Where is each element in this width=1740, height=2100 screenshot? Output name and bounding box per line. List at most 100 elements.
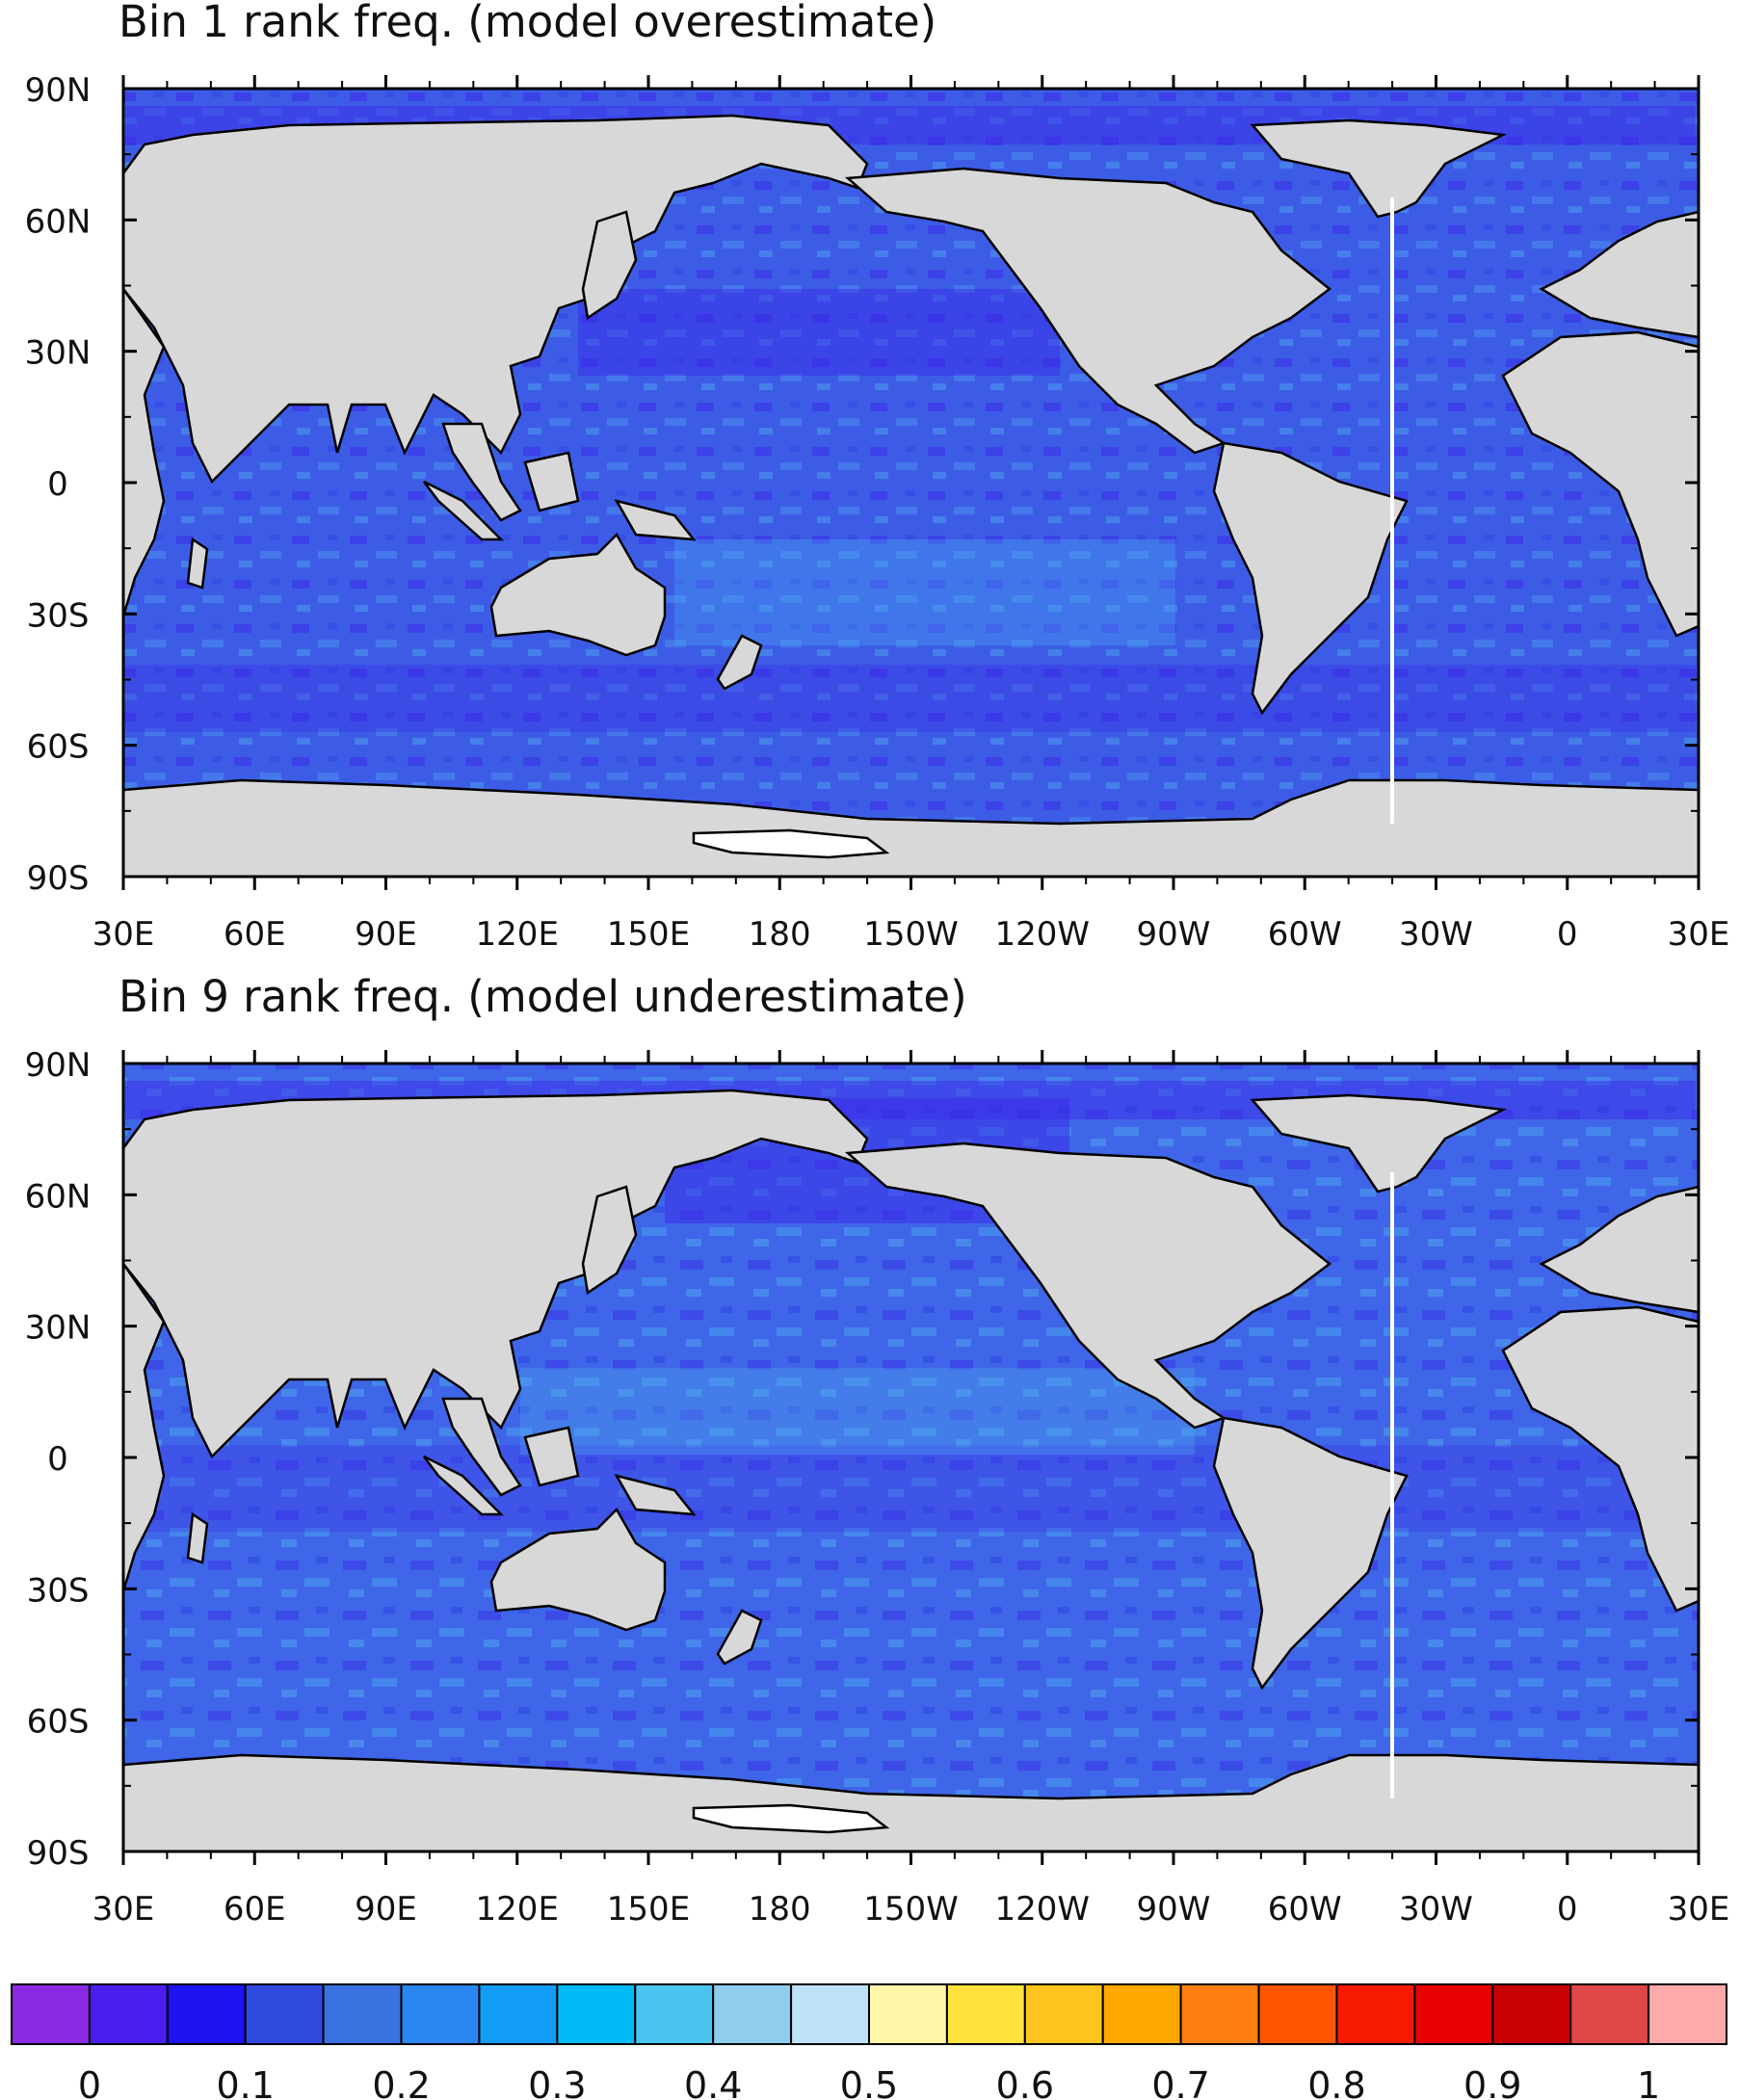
latitude-tick-label: 90S [27,859,90,898]
land-madagascar [186,1511,209,1564]
colorbar-swatch [1023,1983,1104,2045]
land-new-zealand [716,634,763,691]
ocean-band [125,1445,1696,1532]
colorbar-label: 1 [1637,2064,1660,2100]
colorbar-swatch [634,1983,715,2045]
land-indochina [441,422,522,522]
longitude-tick-label: 120E [476,915,559,954]
land-greenland [1250,118,1508,219]
latitude-tick-label: 90N [25,1046,92,1085]
colorbar-swatch [88,1983,169,2045]
ocean-band [520,1368,1195,1455]
longitude-tick-label: 30E [1668,915,1730,954]
longitude-tick-label: 30W [1399,1890,1473,1929]
colorbar-swatch [1335,1983,1416,2045]
longitude-tick-label: 120E [476,1890,559,1929]
land-masses [121,1089,1700,1853]
land-borneo [523,1426,580,1487]
latitude-tick-label: 30N [25,1309,92,1348]
longitude-tick-label: 60W [1268,915,1342,954]
land-south-america [1212,1416,1409,1691]
colorbar-swatch [1413,1983,1494,2045]
land-indochina [441,1397,522,1497]
longitude-tick-label: 0 [1557,915,1578,954]
colorbar-swatch [556,1983,637,2045]
land-new-guinea [614,1474,697,1516]
colorbar-swatch [478,1983,559,2045]
land-sumatra [423,480,505,541]
colorbar-label: 0.6 [996,2064,1054,2100]
longitude-tick-label: 180 [749,1890,811,1929]
colorbar-swatch [1257,1983,1338,2045]
colorbar-label: 0.4 [684,2064,742,2100]
colorbar-swatch [868,1983,948,2045]
land-japan [581,210,638,321]
longitude-tick-label: 60E [224,915,286,954]
longitude-tick-label: 150E [607,1890,690,1929]
longitude-tick-label: 90E [355,1890,417,1929]
latitude-tick-label: 60N [25,202,92,241]
longitude-tick-label: 90E [355,915,417,954]
colorbar-swatch [322,1983,403,2045]
land-north-america [844,1142,1332,1430]
land-south-america [1212,441,1409,716]
colorbar-swatch [1648,1983,1728,2045]
land-africa-west [1501,330,1700,638]
latitude-tick-label: 30S [27,1571,90,1610]
latitude-axis: 90N 60N 30N 0 30S 60S 90S [25,71,92,898]
axis-ticks [121,75,1700,890]
colorbar-label: 0.3 [528,2064,586,2100]
latitude-tick-label: 30N [25,334,92,373]
ocean-band [674,539,1175,645]
latitude-tick-label: 60S [27,1703,90,1742]
land-new-guinea [614,499,697,541]
axis-ticks [121,1050,1700,1865]
land-australia [489,1507,667,1632]
land-madagascar [186,537,209,590]
latitude-tick-label: 90S [27,1834,90,1873]
longitude-tick-label: 90W [1137,1890,1211,1929]
land-north-america [844,167,1332,455]
longitude-tick-label: 0 [1557,1890,1578,1929]
colorbar-swatch [712,1983,793,2045]
map-panel-bin1: Bin 1 rank freq. (model overestimate) [25,0,1730,954]
longitude-tick-label: 90W [1137,915,1211,954]
colorbar-swatch [244,1983,325,2045]
latitude-axis: 90N 60N 30N 0 30S 60S 90S [25,1046,92,1873]
panel-title: Bin 9 rank freq. (model underestimate) [119,971,967,1022]
colorbar-swatch [400,1983,481,2045]
land-africa-west [1501,1305,1700,1613]
land-greenland [1250,1093,1508,1194]
latitude-tick-label: 0 [47,1440,68,1479]
longitude-tick-label: 150E [607,915,690,954]
longitude-axis: 30E 60E 90E 120E 150E 180 150W 120W 90W 60W 30W 0 30… [92,1890,1730,1929]
colorbar: 0 0.1 0.2 0.3 0.4 0.5 0.6 0.7 0.8 0.9 1 [11,1983,1728,2100]
colorbar-label: 0.1 [217,2064,275,2100]
colorbar-swatch [1491,1983,1572,2045]
longitude-tick-label: 60W [1268,1890,1342,1929]
longitude-tick-label: 150W [863,1890,959,1929]
longitude-tick-label: 120W [994,915,1090,954]
land-japan [581,1185,638,1296]
colorbar-label: 0 [78,2064,101,2100]
longitude-tick-label: 60E [224,1890,286,1929]
longitude-tick-label: 120W [994,1890,1090,1929]
panel-title: Bin 1 rank freq. (model overestimate) [119,0,936,47]
colorbar-label: 0.5 [840,2064,898,2100]
longitude-tick-label: 30E [92,1890,155,1929]
longitude-tick-label: 150W [863,915,959,954]
land-australia [489,532,667,657]
colorbar-labels: 0 0.1 0.2 0.3 0.4 0.5 0.6 0.7 0.8 0.9 1 [78,2064,1660,2100]
map-area [121,87,1700,879]
latitude-tick-label: 0 [47,465,68,504]
longitude-tick-label: 180 [749,915,811,954]
longitude-tick-label: 30E [92,915,155,954]
ocean-band [125,665,1696,732]
colorbar-label: 0.7 [1151,2064,1209,2100]
colorbar-label: 0.9 [1463,2064,1521,2100]
colorbar-swatch [1179,1983,1260,2045]
latitude-tick-label: 60N [25,1177,92,1216]
land-asia [121,114,869,485]
colorbar-swatch [790,1983,870,2045]
